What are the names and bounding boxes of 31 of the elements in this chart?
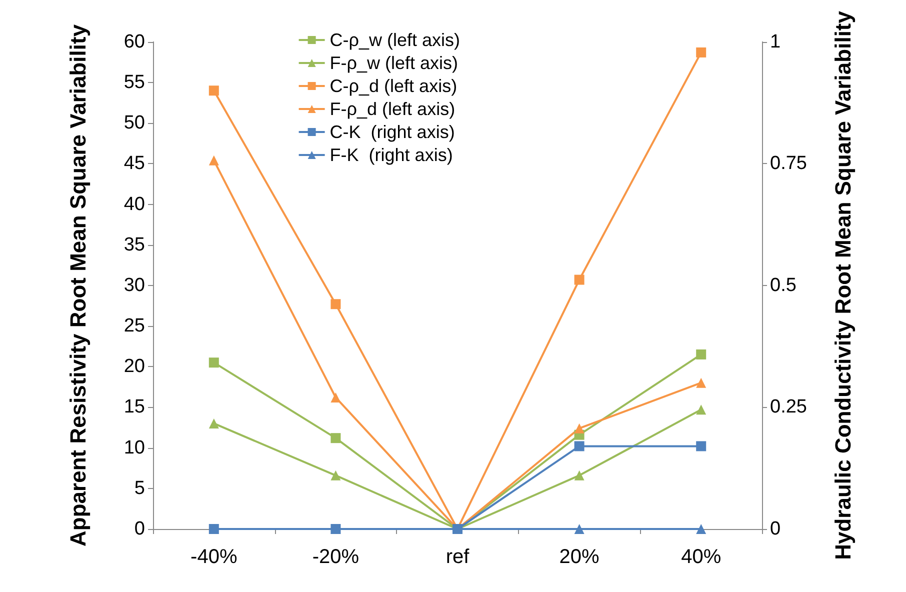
y-tick-label: 20	[124, 356, 145, 378]
y-tick-label: 5	[134, 478, 145, 499]
legend-label: C-ρ_w (left axis)	[330, 30, 460, 50]
legend-label: F-ρ_w (left axis)	[330, 53, 458, 73]
y-tick-label: 10	[124, 437, 145, 458]
y2-tick-label: 1	[770, 31, 781, 52]
y2-axis-title: Hydraulic Conductivity Root Mean Square Variability	[830, 10, 856, 560]
y-tick-label: 45	[124, 153, 145, 174]
y-tick-label: 0	[134, 518, 145, 540]
y-axis-title: Apparent Resistivity Root Mean Square Variability	[66, 24, 90, 546]
x-tick-label: ref	[446, 546, 470, 568]
x-tick-label: -20%	[312, 546, 360, 568]
y-tick-label: 60	[124, 31, 145, 52]
y-tick-label: 15	[124, 396, 145, 418]
y2-tick-label: 0.75	[770, 153, 807, 174]
legend-label: C-ρ_d (left axis)	[330, 76, 458, 96]
y-tick-label: 30	[124, 274, 145, 296]
y2-tick-label: 0	[770, 518, 781, 540]
y-tick-label: 50	[124, 112, 145, 134]
legend-label: F-K (right axis)	[330, 145, 453, 165]
y-tick-label: 35	[124, 234, 145, 256]
legend-label: C-K (right axis)	[330, 122, 455, 142]
legend-label: F-ρ_d (left axis)	[330, 99, 456, 119]
x-tick-label: -40%	[190, 546, 238, 568]
y-tick-label: 40	[124, 194, 145, 215]
x-tick-label: 20%	[559, 546, 600, 568]
y2-tick-label: 0.25	[770, 396, 807, 418]
y2-tick-label: 0.5	[770, 274, 796, 296]
y-tick-label: 55	[124, 72, 145, 93]
y-tick-label: 25	[124, 316, 145, 337]
x-tick-label: 40%	[681, 546, 722, 568]
